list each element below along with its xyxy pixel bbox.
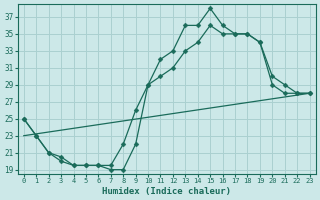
X-axis label: Humidex (Indice chaleur): Humidex (Indice chaleur) bbox=[102, 187, 231, 196]
